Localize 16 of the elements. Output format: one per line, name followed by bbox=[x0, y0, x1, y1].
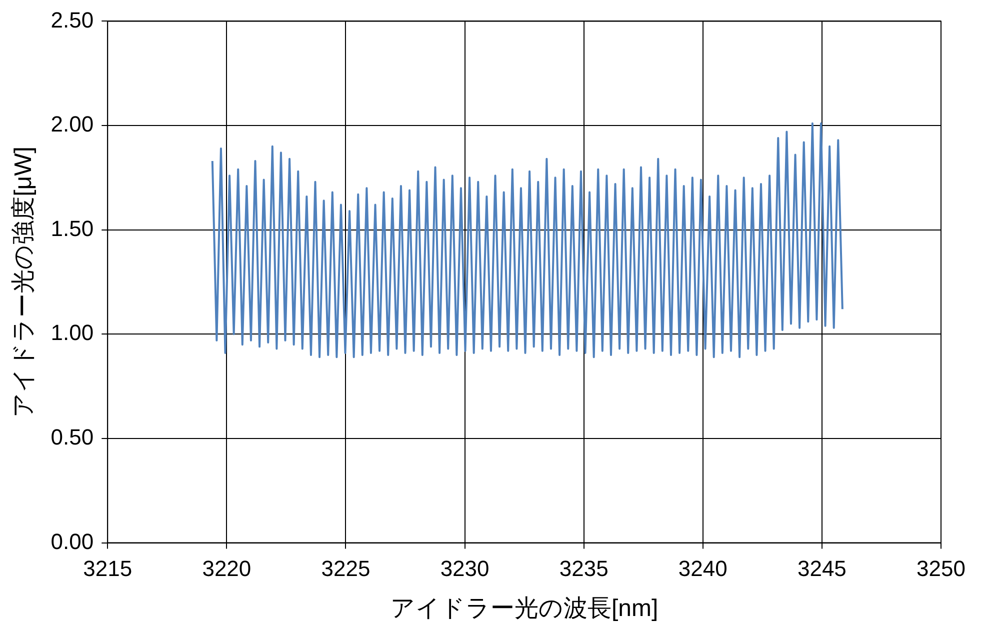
x-tick-label: 3215 bbox=[83, 556, 132, 582]
y-axis-title: アイドラー光の強度[μW] bbox=[10, 146, 38, 418]
y-tick-label: 0.00 bbox=[50, 528, 94, 554]
x-tick-label: 3240 bbox=[678, 556, 728, 582]
x-tick-label: 3230 bbox=[440, 556, 490, 582]
x-tick-label: 3225 bbox=[321, 556, 370, 582]
y-tick-label: 2.50 bbox=[50, 7, 94, 32]
x-tick-label: 3235 bbox=[559, 556, 608, 582]
y-tick-label: 0.50 bbox=[50, 424, 94, 450]
x-tick-label: 3245 bbox=[797, 556, 846, 582]
x-axis-title: アイドラー光の波長[nm] bbox=[390, 595, 658, 622]
y-tick-label: 1.00 bbox=[50, 320, 94, 346]
x-tick-label: 3220 bbox=[202, 556, 252, 582]
x-tick-label: 3250 bbox=[916, 556, 966, 582]
y-tick-label: 2.00 bbox=[50, 112, 94, 137]
y-tick-label: 1.50 bbox=[50, 216, 94, 241]
